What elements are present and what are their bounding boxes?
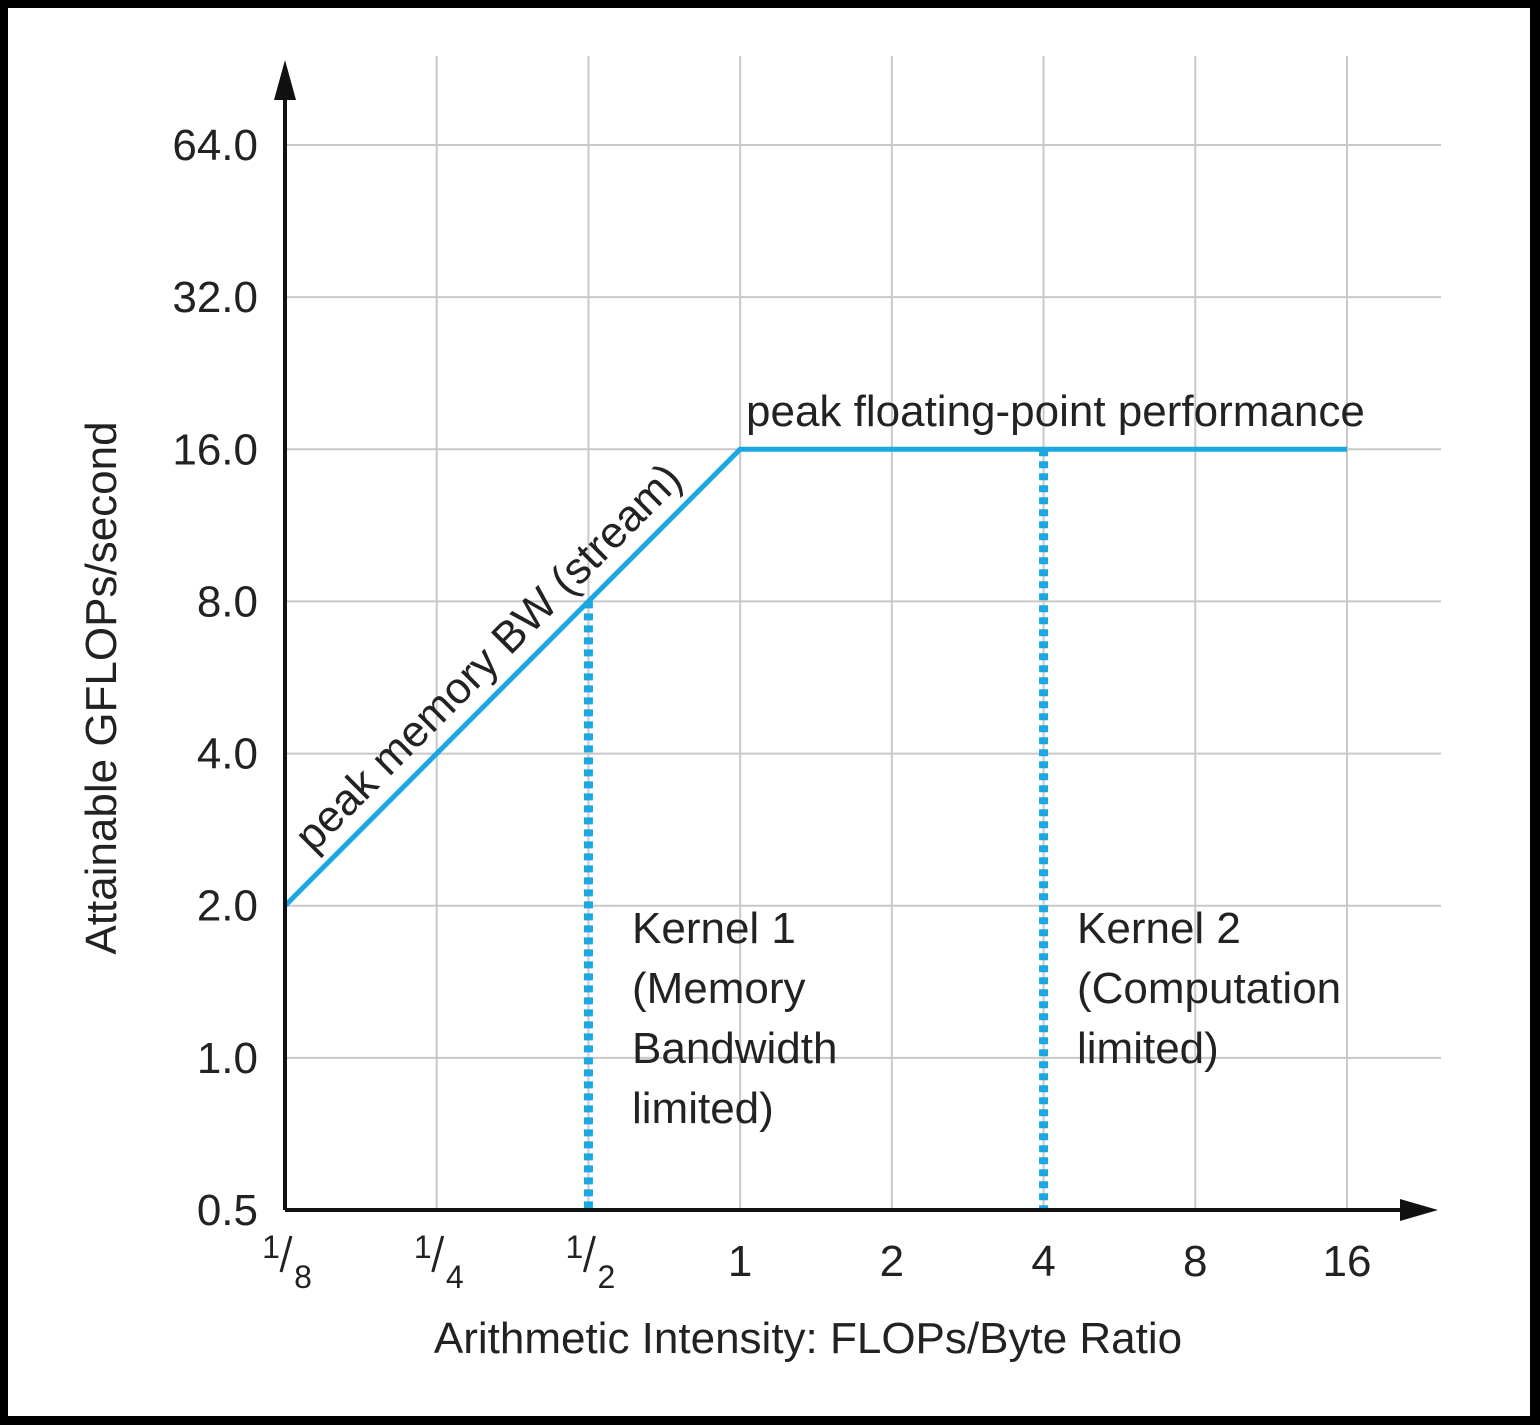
annotation-kernel-2: Kernel 2 (Computation limited) <box>1077 904 1341 1073</box>
annotation-peak-floating-point: peak floating-point performance <box>746 387 1365 436</box>
y-tick-label: 1.0 <box>197 1034 258 1083</box>
annotation-peak-memory-bw: peak memory BW (stream) <box>285 454 691 861</box>
x-tick-label-fraction: 12 <box>566 1229 616 1295</box>
x-tick-fraction-slash <box>279 1235 293 1273</box>
x-tick-numerator: 1 <box>262 1229 280 1265</box>
kernel1-line-3: Bandwidth <box>632 1024 837 1073</box>
series-layer <box>283 446 1347 908</box>
y-tick-label: 0.5 <box>197 1186 258 1235</box>
x-axis-arrow <box>1400 1199 1438 1221</box>
kernel1-line-1: Kernel 1 <box>632 904 796 953</box>
y-tick-label: 32.0 <box>172 273 258 322</box>
kernel2-line-2: (Computation <box>1077 964 1341 1013</box>
y-tick-label: 8.0 <box>197 577 258 626</box>
kernel-reference-lines <box>583 449 1049 1210</box>
x-tick-label: 16 <box>1323 1237 1372 1286</box>
y-axis-title: Attainable GFLOPs/second <box>77 421 126 954</box>
x-tick-label: 2 <box>880 1237 904 1286</box>
x-tick-fraction-slash <box>582 1235 596 1273</box>
kernel2-line-1: Kernel 2 <box>1077 904 1241 953</box>
x-tick-label-fraction: 14 <box>414 1229 464 1295</box>
kernel1-line-2: (Memory <box>632 964 806 1013</box>
x-tick-denominator: 2 <box>598 1259 616 1295</box>
kernel1-line-4: limited) <box>632 1084 774 1133</box>
axes <box>274 60 1438 1221</box>
x-tick-fraction-slash <box>431 1235 445 1273</box>
x-tick-label: 1 <box>728 1237 752 1286</box>
x-tick-denominator: 8 <box>294 1259 312 1295</box>
x-tick-numerator: 1 <box>414 1229 432 1265</box>
y-tick-label: 64.0 <box>172 121 258 170</box>
y-tick-label: 4.0 <box>197 730 258 779</box>
x-tick-denominator: 4 <box>446 1259 464 1295</box>
chart-panel: 0.5 1.0 2.0 4.0 8.0 16.0 32.0 64.0 1 8 1 4 1 2 1 2 4 8 16 … <box>8 8 1530 1416</box>
x-axis-title: Arithmetic Intensity: FLOPs/Byte Ratio <box>434 1314 1182 1363</box>
roofline-series-line <box>283 446 1347 908</box>
grid <box>285 56 1441 1210</box>
x-tick-label: 8 <box>1183 1237 1207 1286</box>
y-axis-arrow <box>274 60 296 100</box>
annotation-kernel-1: Kernel 1 (Memory Bandwidth limited) <box>632 904 837 1133</box>
x-tick-label-fraction: 18 <box>262 1229 312 1295</box>
y-tick-label: 16.0 <box>172 425 258 474</box>
x-tick-numerator: 1 <box>566 1229 584 1265</box>
kernel2-line-3: limited) <box>1077 1024 1219 1073</box>
y-tick-label: 2.0 <box>197 882 258 931</box>
x-tick-label: 4 <box>1031 1237 1055 1286</box>
